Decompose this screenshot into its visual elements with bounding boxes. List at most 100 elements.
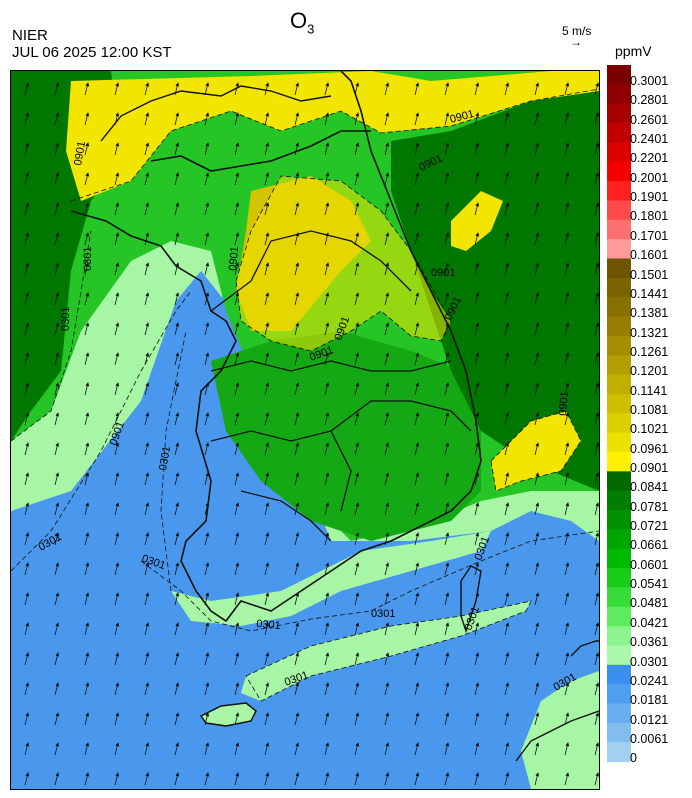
wind-arrow-icon: [384, 142, 390, 156]
wind-arrow-icon: [204, 352, 210, 366]
wind-arrow-icon: [264, 142, 270, 156]
wind-arrow-icon: [144, 742, 150, 756]
legend-label: 0.1801: [630, 209, 669, 224]
wind-arrow-icon: [354, 742, 360, 756]
wind-arrow-icon: [594, 562, 599, 576]
wind-arrow-icon: [24, 592, 30, 606]
wind-arrow-icon: [174, 412, 180, 426]
wind-arrow-icon: [294, 622, 300, 636]
wind-arrow-icon: [504, 592, 510, 606]
legend-label: 0.1201: [630, 364, 669, 379]
wind-arrow-icon: [594, 712, 599, 726]
wind-arrow-icon: [294, 232, 300, 246]
legend-swatch: [607, 161, 631, 182]
wind-arrow-icon: [324, 262, 330, 276]
field-mid-green: [211, 331, 481, 541]
wind-arrow-icon: [354, 292, 360, 306]
legend-swatch: [607, 335, 631, 356]
wind-arrow-icon: [564, 412, 570, 426]
wind-arrow-icon: [24, 772, 30, 786]
wind-arrow-icon: [534, 202, 540, 216]
wind-arrow-icon: [54, 682, 60, 696]
wind-arrow-icon: [144, 652, 150, 666]
wind-arrow-icon: [504, 292, 510, 306]
wind-arrow-icon: [564, 82, 570, 96]
wind-arrow-icon: [114, 772, 120, 786]
wind-arrow-icon: [174, 142, 180, 156]
wind-arrow-icon: [114, 712, 120, 726]
wind-arrow-icon: [174, 352, 180, 366]
wind-arrow-icon: [264, 592, 270, 606]
wind-arrow-icon: [444, 202, 450, 216]
wind-arrow-icon: [474, 712, 480, 726]
wind-arrow-icon: [324, 352, 330, 366]
wind-arrow-icon: [174, 112, 180, 126]
wind-arrow-icon: [504, 742, 510, 756]
wind-arrow-icon: [174, 202, 180, 216]
wind-arrow-icon: [234, 742, 240, 756]
wind-arrow-icon: [444, 292, 450, 306]
wind-arrow-icon: [294, 352, 300, 366]
wind-arrow-icon: [324, 292, 330, 306]
wind-arrow-icon: [354, 322, 360, 336]
wind-arrow-icon: [444, 742, 450, 756]
wind-arrow-icon: [354, 772, 360, 786]
wind-arrow-icon: [24, 322, 30, 336]
wind-arrow-icon: [414, 592, 420, 606]
wind-arrow-icon: [444, 532, 450, 546]
wind-arrow-icon: [354, 142, 360, 156]
wind-arrow-icon: [444, 472, 450, 486]
legend-label: 0.0181: [630, 693, 669, 708]
wind-arrow-icon: [534, 472, 540, 486]
wind-arrow-icon: [114, 382, 120, 396]
wind-arrow-icon: [414, 412, 420, 426]
wind-arrow-icon: [474, 352, 480, 366]
wind-arrow-icon: [264, 442, 270, 456]
wind-arrow-icon: [534, 142, 540, 156]
wind-arrow-icon: [144, 352, 150, 366]
wind-arrow-icon: [204, 112, 210, 126]
wind-arrow-icon: [474, 592, 480, 606]
wind-arrow-icon: [144, 622, 150, 636]
map-canvas: 0901090103010301090109010901090109010901…: [11, 71, 599, 789]
wind-arrow-icon: [114, 82, 120, 96]
legend-swatch: [607, 355, 631, 376]
boundary-province-d: [330, 400, 472, 432]
legend-swatch: [607, 181, 631, 201]
wind-arrow-icon: [354, 472, 360, 486]
wind-arrow-icon: [294, 382, 300, 396]
legend-swatch: [607, 529, 631, 550]
wind-arrow-icon: [234, 682, 240, 696]
wind-arrow-icon: [174, 382, 180, 396]
wind-arrow-icon: [54, 502, 60, 516]
wind-arrow-icon: [504, 502, 510, 516]
wind-arrow-icon: [414, 472, 420, 486]
wind-arrow-icon: [414, 172, 420, 186]
wind-arrow-icon: [354, 442, 360, 456]
wind-arrow-icon: [234, 322, 240, 336]
wind-arrow-icon: [234, 202, 240, 216]
wind-arrow-icon: [54, 292, 60, 306]
wind-arrow-icon: [474, 502, 480, 516]
wind-arrow-icon: [534, 322, 540, 336]
wind-arrow-icon: [324, 622, 330, 636]
contour-0901-se: [490, 410, 582, 492]
wind-arrow-icon: [114, 292, 120, 306]
wind-arrow-icon: [204, 382, 210, 396]
wind-arrow-icon: [354, 202, 360, 216]
wind-arrow-icon: [294, 532, 300, 546]
wind-arrow-icon: [474, 622, 480, 636]
wind-arrow-icon: [204, 562, 210, 576]
legend-label: 0.0361: [630, 635, 669, 650]
wind-arrow-icon: [174, 292, 180, 306]
wind-reference-label: 5 m/s: [562, 24, 592, 38]
boundary-province-a: [210, 230, 412, 312]
wind-arrow-icon: [504, 472, 510, 486]
wind-arrow-icon: [114, 142, 120, 156]
wind-arrow-icon: [234, 772, 240, 786]
wind-arrow-icon: [234, 622, 240, 636]
wind-arrow-icon: [444, 592, 450, 606]
wind-arrow-icon: [174, 652, 180, 666]
wind-arrow-icon: [144, 412, 150, 426]
wind-arrow-icon: [294, 82, 300, 96]
